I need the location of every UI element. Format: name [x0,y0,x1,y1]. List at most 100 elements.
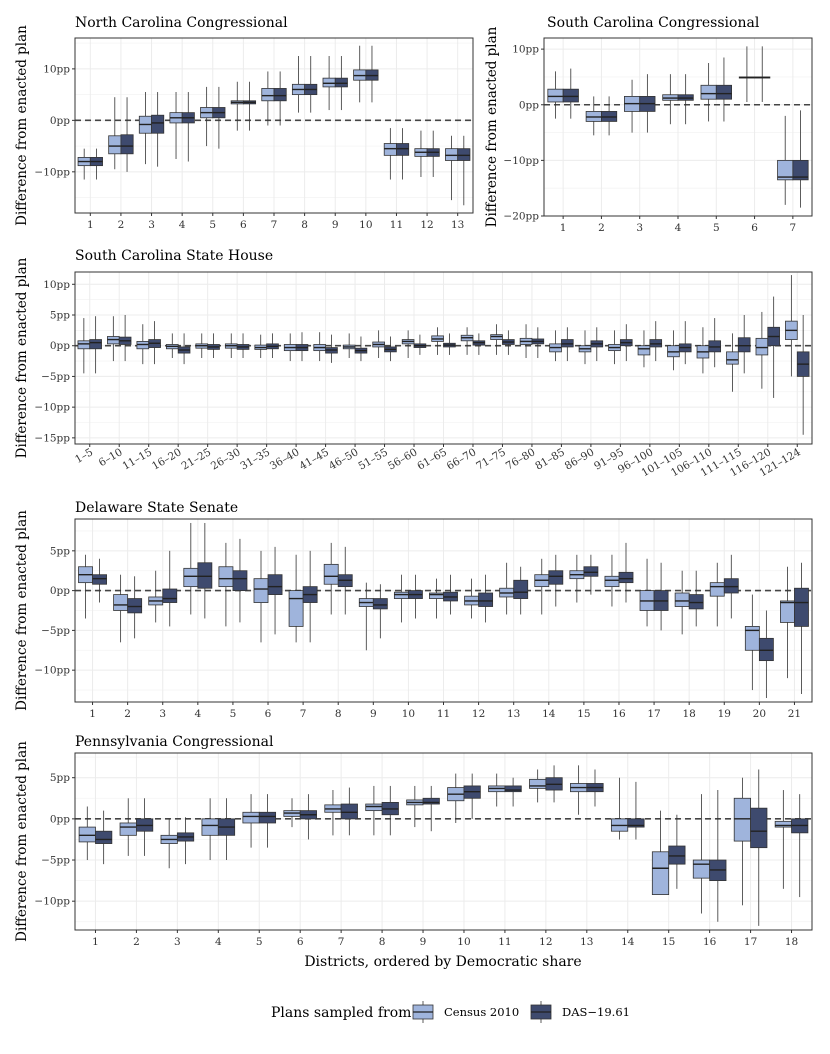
panel-5: Pennsylvania Congressional −10pp −5pp 0pp 5p… [14,734,813,948]
box-das [92,558,107,603]
box-body [365,803,383,812]
box-census [774,790,792,889]
box-census [604,554,620,607]
x-tick-label: 11–15 [121,446,155,472]
box-body [258,811,277,824]
box-das [513,566,529,615]
box-das [304,56,318,113]
box-das [334,56,348,111]
x-axis-label: Districts, ordered by Democratic share [304,954,581,970]
box-das [232,538,248,623]
x-tick-label: 17 [647,708,660,720]
box-census [283,798,301,828]
x-tick-label: 6–10 [97,446,125,469]
box-das [89,148,103,180]
box-das [426,130,440,177]
box-das [151,92,165,167]
x-tick-label: 4 [675,222,682,234]
box-body [755,337,769,356]
box-census [406,785,424,828]
box-das [794,562,809,695]
box-census [288,554,304,643]
box-das [443,574,458,615]
box-census [253,550,269,643]
box-body [794,587,809,627]
box-census [744,594,760,691]
x-tick-label: 16–20 [150,446,184,472]
box-das [668,814,686,889]
x-tick-label: 4 [194,708,201,720]
x-tick-label: 2 [118,219,125,231]
box-census [393,574,409,623]
box-das [207,333,220,358]
y-tick-label: −10pp [503,155,539,167]
box-body [709,582,725,597]
box-body [715,84,732,100]
box-body [261,88,275,102]
box-das [639,74,656,133]
box-body [737,337,751,353]
x-tick-label: 20 [753,708,766,720]
box-das [267,546,283,635]
x-tick-label: 11 [437,708,450,720]
box-body [383,143,397,156]
box-body [334,77,348,88]
box-body [288,590,304,627]
box-das [502,330,515,355]
box-das [295,332,309,362]
box-das [89,316,102,374]
box-das [118,315,132,362]
box-census [77,148,91,180]
box-census [464,578,479,619]
box-census [136,324,150,365]
box-das [796,315,810,435]
y-tick-label: 0pp [50,115,70,127]
box-das [758,610,774,699]
box-body [396,143,410,156]
box-census [230,81,244,131]
x-tick-label: 21–25 [179,446,213,472]
box-das [136,798,154,856]
panel-title: Pennsylvania Congressional [75,734,274,750]
x-tick-label: 26–30 [209,446,243,472]
y-tick-label: 5pp [50,545,70,557]
box-census [323,542,339,615]
y-axis-label: Difference from enacted plan [484,26,500,227]
box-das [372,584,388,639]
x-tick-label: 2 [124,708,131,720]
box-census [78,806,96,861]
x-tick-label: 13 [451,219,464,231]
box-das [197,522,213,619]
box-body [323,563,339,585]
y-tick-label: 0pp [50,585,70,597]
box-das [236,333,250,358]
x-tick-label: 12 [539,936,552,948]
box-das [586,769,604,807]
panel-2: South Carolina Congressional −20pp −10pp 0p… [484,15,813,234]
x-tick-label: 51–55 [356,446,390,472]
box-das [365,45,379,103]
box-body [692,859,711,879]
box-census [780,566,795,679]
x-tick-label: 13 [580,936,593,948]
box-das [590,327,604,362]
box-census [113,574,129,643]
box-census [283,333,297,362]
box-census [608,330,621,365]
x-tick-label: 7 [338,936,345,948]
x-tick-label: 10 [359,219,372,231]
box-census [534,558,550,615]
box-body [120,134,134,155]
box-das [422,785,440,832]
box-das [381,785,399,836]
box-body [733,797,751,842]
y-tick-label: −10pp [34,402,70,414]
box-census [107,316,120,362]
box-census [429,578,444,619]
box-body [77,340,91,350]
x-tick-label: 10 [457,936,470,948]
x-tick-label: 86–90 [563,446,597,472]
box-census [372,330,385,358]
box-das [258,794,277,848]
